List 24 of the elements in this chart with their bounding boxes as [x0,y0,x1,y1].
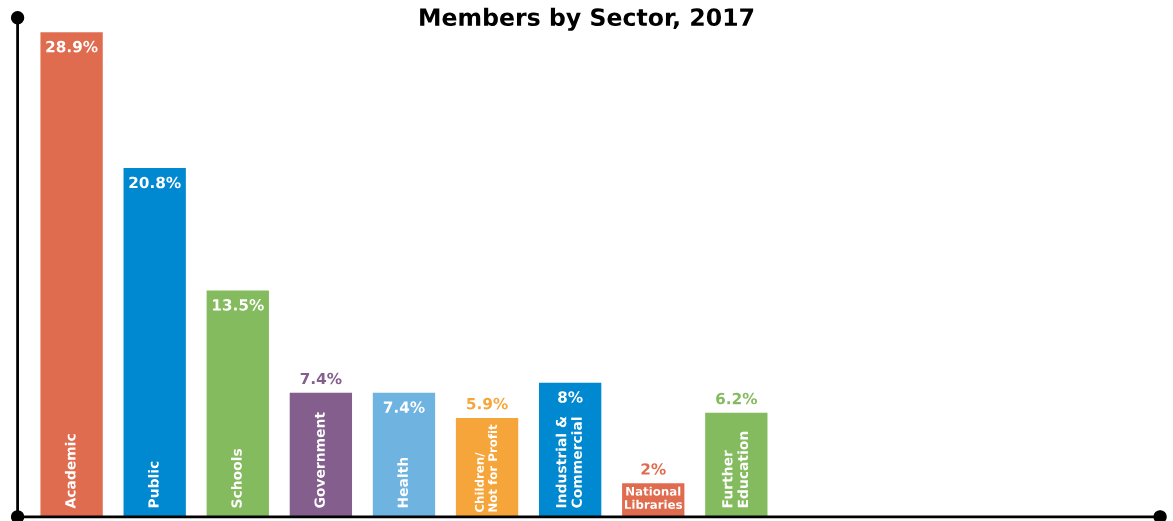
x-tick-label: Health [397,457,408,508]
x-tick-label: National Libraries [624,486,683,509]
bar [123,168,186,517]
data-label: 6.2% [716,392,758,405]
x-tick-label: Government [314,412,325,508]
data-label: 13.5% [213,299,264,311]
x-tick-label: Children/ Not for Profit [474,424,498,513]
x-tick-label: Further Education [721,431,749,508]
data-label: 28.9% [46,40,98,53]
chart-title: Members by Sector, 2017 [420,7,754,31]
data-label: 2% [641,463,666,475]
bar [372,392,436,517]
bar [206,290,269,517]
bar [40,32,103,517]
data-label: 7.4% [383,401,425,413]
data-label: 5.9% [467,397,508,410]
x-tick-label: Industrial & Commercial [555,416,582,508]
bar [289,392,353,517]
data-label: 20.8% [129,176,181,189]
x-tick-label: Public [147,461,159,508]
data-label: 8% [558,391,583,403]
data-label: 7.4% [300,372,342,385]
x-tick-label: Academic [64,434,76,509]
x-tick-label: Schools [231,448,242,508]
